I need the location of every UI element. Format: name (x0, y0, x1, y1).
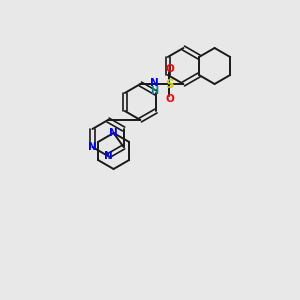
Text: N: N (88, 142, 97, 152)
Text: O: O (165, 94, 174, 104)
Text: N: N (109, 128, 118, 138)
Text: N: N (150, 78, 159, 88)
Text: N: N (103, 151, 112, 161)
Text: H: H (150, 86, 158, 96)
Text: O: O (165, 64, 174, 74)
Text: S: S (165, 77, 174, 91)
